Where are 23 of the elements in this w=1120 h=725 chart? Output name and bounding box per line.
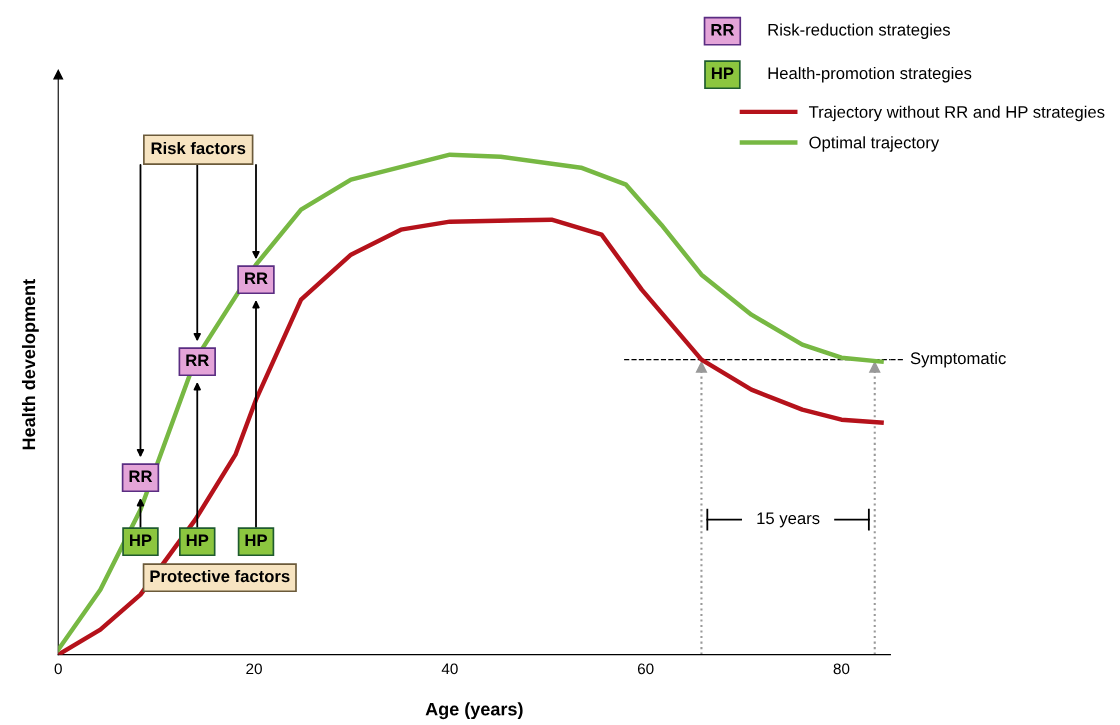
text: Risk-reduction strategies — [768, 23, 950, 39]
annotation: HP — [186, 534, 209, 546]
y-axis-title: Health development — [21, 279, 39, 450]
x-tick-label: 60 — [637, 663, 654, 675]
legend-label: Optimal trajectory — [809, 136, 940, 152]
annotation: 15 years — [757, 512, 820, 528]
annotation: HP — [245, 534, 268, 546]
annotation: Protective factors — [150, 569, 290, 583]
annotation: RR — [186, 354, 209, 366]
text: Risk factors — [151, 141, 246, 155]
annotation: HP — [130, 534, 152, 546]
x-tick-label: 20 — [246, 663, 262, 675]
x-axis-title: Age (years) — [425, 702, 523, 720]
x-tick-label: 80 — [833, 663, 850, 675]
annotation: RR — [129, 470, 153, 482]
text: RR — [711, 24, 735, 36]
x-tick-label: 0 — [54, 663, 62, 675]
x-tick-label: 40 — [441, 663, 458, 675]
text: HP — [711, 67, 734, 79]
text: Health-promotion strategies — [768, 66, 972, 83]
ref-line-label: Symptomatic — [910, 351, 1006, 368]
annotation: RR — [245, 272, 268, 284]
legend-label: Trajectory without RR and HP strategies — [808, 105, 1105, 122]
